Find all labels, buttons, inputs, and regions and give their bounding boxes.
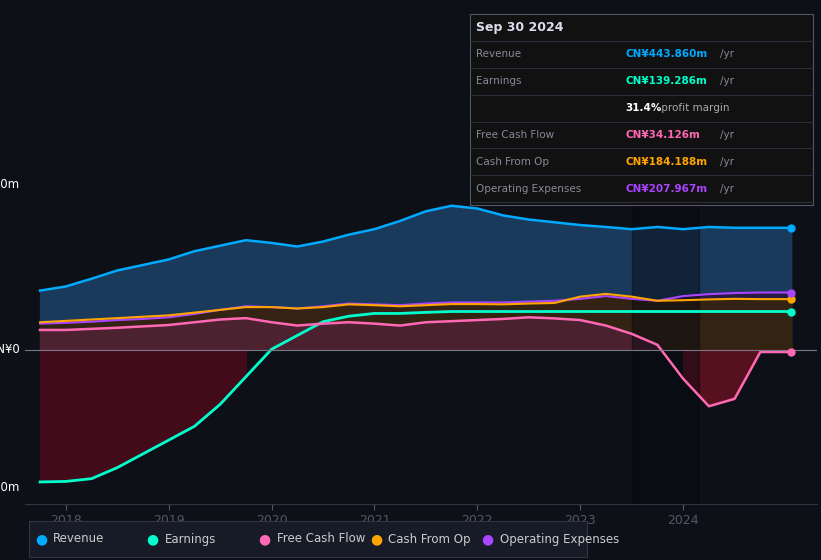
Text: Operating Expenses: Operating Expenses [476,184,581,194]
Text: profit margin: profit margin [658,103,730,113]
Text: ●: ● [370,532,382,546]
Text: CN¥34.126m: CN¥34.126m [626,130,700,140]
Text: -CN¥500m: -CN¥500m [0,481,20,494]
Text: Revenue: Revenue [476,49,521,59]
Text: CN¥184.188m: CN¥184.188m [626,157,708,167]
Text: /yr: /yr [720,76,734,86]
Text: CN¥207.967m: CN¥207.967m [626,184,708,194]
Text: ●: ● [35,532,47,546]
Text: /yr: /yr [720,157,734,167]
Text: Revenue: Revenue [53,533,105,545]
Text: Sep 30 2024: Sep 30 2024 [476,21,564,34]
Text: ●: ● [259,532,270,546]
Text: /yr: /yr [720,49,734,59]
Text: ●: ● [482,532,493,546]
Bar [631,171,699,504]
Text: CN¥139.286m: CN¥139.286m [626,76,708,86]
Text: 31.4%: 31.4% [626,103,662,113]
Text: /yr: /yr [720,184,734,194]
Text: Earnings: Earnings [165,533,217,545]
Text: Earnings: Earnings [476,76,521,86]
Text: Cash From Op: Cash From Op [476,157,549,167]
Text: ●: ● [147,532,158,546]
Text: Operating Expenses: Operating Expenses [500,533,619,545]
Text: Cash From Op: Cash From Op [388,533,470,545]
Text: CN¥0: CN¥0 [0,343,20,356]
Text: CN¥600m: CN¥600m [0,178,20,191]
Text: Free Cash Flow: Free Cash Flow [476,130,554,140]
Text: Free Cash Flow: Free Cash Flow [277,533,365,545]
Text: /yr: /yr [720,130,734,140]
Text: CN¥443.860m: CN¥443.860m [626,49,708,59]
